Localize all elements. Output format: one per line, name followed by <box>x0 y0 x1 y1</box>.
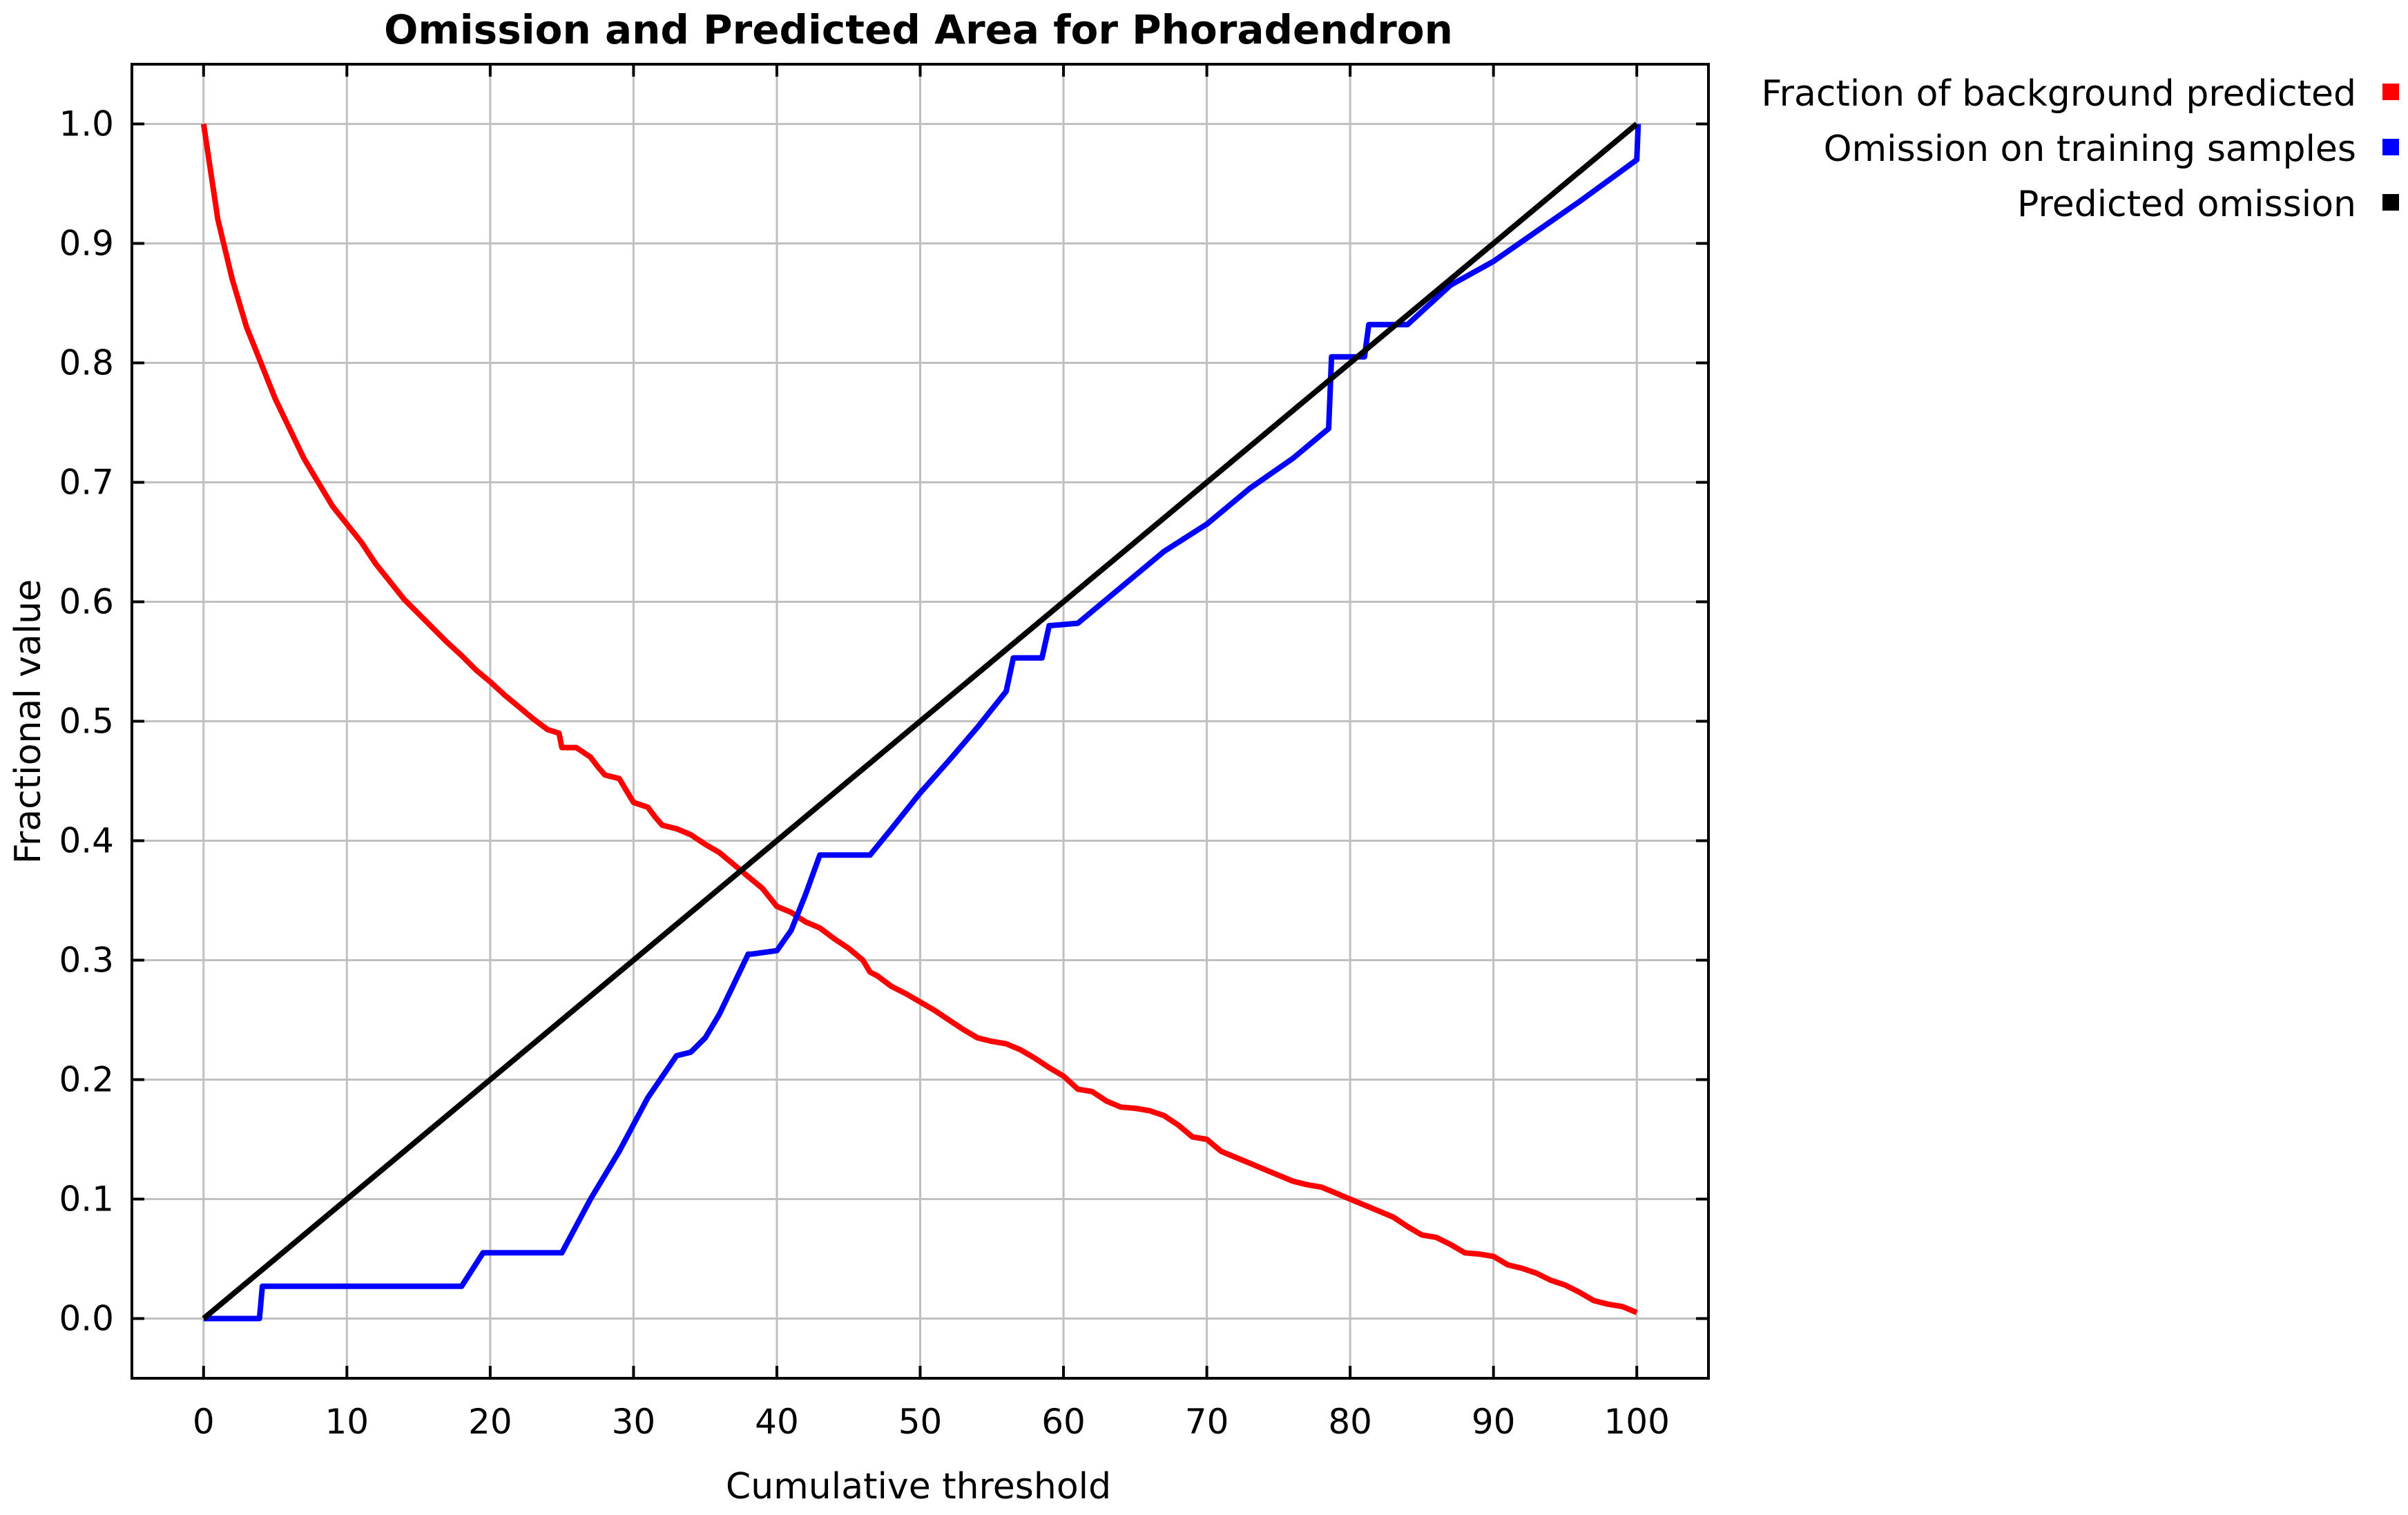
legend: Fraction of background predicted Omission… <box>1761 73 2399 225</box>
x-tick-label: 20 <box>468 1402 512 1442</box>
chart-title: Omission and Predicted Area for Phoraden… <box>384 6 1453 53</box>
y-tick-label: 0.1 <box>59 1179 114 1219</box>
y-tick-label: 0.9 <box>59 224 114 264</box>
series-line-2 <box>202 122 1639 1321</box>
x-tick-label: 40 <box>755 1402 799 1442</box>
x-tick-label: 100 <box>1604 1402 1670 1442</box>
legend-swatch <box>2382 194 2399 211</box>
legend-swatch <box>2382 139 2399 155</box>
legend-label: Fraction of background predicted <box>1761 73 2356 115</box>
legend-label: Predicted omission <box>2017 184 2356 225</box>
x-tick-label: 90 <box>1472 1402 1516 1442</box>
y-tick-label: 0.6 <box>59 582 114 622</box>
y-tick-label: 0.5 <box>59 702 114 742</box>
y-tick-label: 0.0 <box>59 1299 114 1339</box>
series-lines <box>200 122 1641 1322</box>
x-tick-label: 60 <box>1041 1402 1086 1442</box>
x-tick-label: 10 <box>325 1402 369 1442</box>
series-line-0 <box>200 123 1638 1315</box>
legend-label: Omission on training samples <box>1824 128 2356 170</box>
x-tick-label: 80 <box>1328 1402 1372 1442</box>
y-axis-label: Fractional value <box>8 579 49 864</box>
y-tick-label: 0.8 <box>59 343 114 383</box>
y-tick-label: 0.2 <box>59 1060 114 1100</box>
y-tick-label: 0.4 <box>59 821 114 861</box>
series-line-1 <box>203 124 1641 1322</box>
y-tick-label: 0.7 <box>59 463 114 503</box>
x-tick-label: 0 <box>193 1402 215 1442</box>
axis-ticks: 0 10 20 30 40 50 60 70 80 90 100 0.0 0.1 0.2 0.3 0.4 0.5… <box>59 64 1708 1442</box>
y-tick-label: 0.3 <box>59 940 114 981</box>
y-tick-label: 1.0 <box>59 104 114 144</box>
legend-swatch <box>2382 84 2399 100</box>
x-axis-label: Cumulative threshold <box>726 1466 1111 1507</box>
x-tick-label: 50 <box>898 1402 943 1442</box>
x-tick-label: 70 <box>1185 1402 1229 1442</box>
grid-lines <box>132 64 1708 1378</box>
x-tick-label: 30 <box>612 1402 656 1442</box>
